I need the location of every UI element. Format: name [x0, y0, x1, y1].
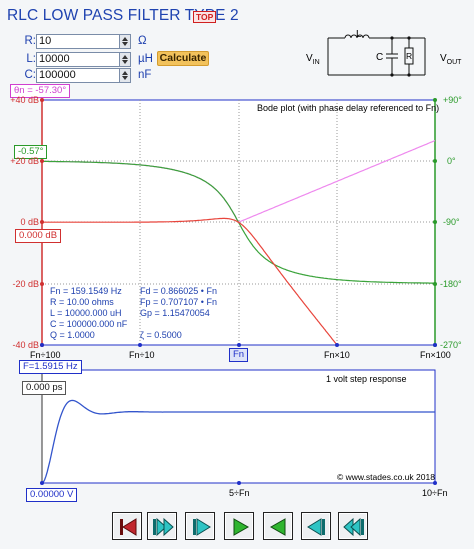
play-button[interactable]: [224, 512, 254, 540]
c-unit: nF: [138, 69, 152, 81]
fast-back-step-button[interactable]: [338, 512, 368, 540]
fast-back-step-icon: [343, 517, 364, 537]
param-q: Q = 1.0000: [50, 330, 95, 340]
resistance-input[interactable]: 10: [36, 34, 122, 49]
step-title: 1 volt step response: [326, 374, 407, 384]
param-r: R = 10.00 ohms: [50, 297, 114, 307]
step-frame: [41, 369, 436, 484]
frequency-readout: F=1.5915 Hz: [19, 360, 82, 374]
y-left-tick-4: -40 dB: [12, 340, 39, 350]
play-reverse-icon: [269, 518, 286, 536]
step-back-icon: [307, 518, 325, 536]
param-l: L = 10000.000 uH: [50, 308, 122, 318]
param-c: C = 100000.000 nF: [50, 319, 128, 329]
step-forward-button[interactable]: [185, 512, 215, 540]
play-icon: [233, 518, 250, 536]
capacitor-label: C: [376, 52, 384, 63]
vout-label: VOUT: [440, 53, 462, 66]
x-tick-2: Fn×10: [324, 350, 350, 360]
resistor-label: R: [406, 51, 413, 61]
fast-forward-step-button[interactable]: [147, 512, 177, 540]
step-forward-icon: [193, 518, 211, 536]
y-right-tick-0: +90°: [443, 95, 462, 105]
param-fp: Fp = 0.707107 • Fn: [140, 297, 217, 307]
gain-curve: [42, 217, 338, 345]
gain-marker[interactable]: 0.000 dB: [15, 229, 62, 243]
y-left-tick-3: -20 dB: [12, 279, 39, 289]
phase-marker[interactable]: -0.57°: [14, 145, 48, 159]
page-title: RLC LOW PASS FILTER TYPE 2: [7, 7, 239, 24]
r-unit: Ω: [138, 35, 147, 47]
phase-delay-readout: θn = -57.30°: [10, 84, 71, 98]
r-label: R:: [24, 35, 37, 47]
y-left-tick-0: +40 dB: [10, 95, 39, 105]
circuit-diagram: [327, 34, 426, 77]
inductor-label: L: [356, 29, 362, 40]
param-fn: Fn = 159.1549 Hz: [50, 286, 122, 296]
capacitance-input[interactable]: 100000: [36, 68, 122, 83]
x-tick-0: Fn÷100: [30, 350, 61, 360]
calculate-button[interactable]: Calculate: [157, 51, 209, 66]
step-x-tick-2: 10÷Fn: [422, 488, 448, 498]
copyright: © www.stades.co.uk 2018: [337, 472, 435, 482]
capacitance-spinner[interactable]: [119, 68, 131, 83]
fast-forward-step-icon: [153, 517, 174, 537]
y-right-tick-1: 0°: [447, 156, 456, 166]
step-x-tick-1: 5÷Fn: [229, 488, 250, 498]
y-left-tick-2: 0 dB: [20, 217, 39, 227]
step-back-button[interactable]: [301, 512, 331, 540]
voltage-readout: 0.00000 V: [26, 488, 78, 502]
play-reverse-button[interactable]: [263, 512, 293, 540]
l-unit: µH: [138, 53, 153, 65]
skip-to-start-button[interactable]: [112, 512, 142, 540]
fn-marker[interactable]: Fn: [229, 348, 249, 362]
inductance-spinner[interactable]: [119, 52, 131, 67]
param-fd: Fd = 0.866025 • Fn: [140, 286, 217, 296]
time-readout: 0.000 ps: [22, 381, 67, 395]
param-zeta: ζ = 0.5000: [140, 330, 182, 340]
c-label: C:: [24, 69, 37, 81]
top-link[interactable]: TOP: [193, 11, 217, 23]
y-left-tick-1: +20 dB: [10, 156, 39, 166]
parameter-table: Fn = 159.1549 Hz R = 10.00 ohms L = 1000…: [48, 286, 258, 342]
y-right-tick-3: -180°: [440, 279, 462, 289]
x-tick-1: Fn÷10: [129, 350, 155, 360]
x-tick-3: Fn×100: [420, 350, 451, 360]
y-right-tick-2: -90°: [443, 217, 460, 227]
skip-to-start-icon: [120, 518, 137, 536]
l-label: L:: [26, 53, 36, 65]
param-gp: Gp = 1.15470054: [140, 308, 210, 318]
vin-label: VIN: [306, 53, 320, 66]
resistance-spinner[interactable]: [119, 34, 131, 49]
y-right-tick-4: -270°: [440, 340, 462, 350]
bode-title: Bode plot (with phase delay referenced t…: [257, 103, 440, 113]
